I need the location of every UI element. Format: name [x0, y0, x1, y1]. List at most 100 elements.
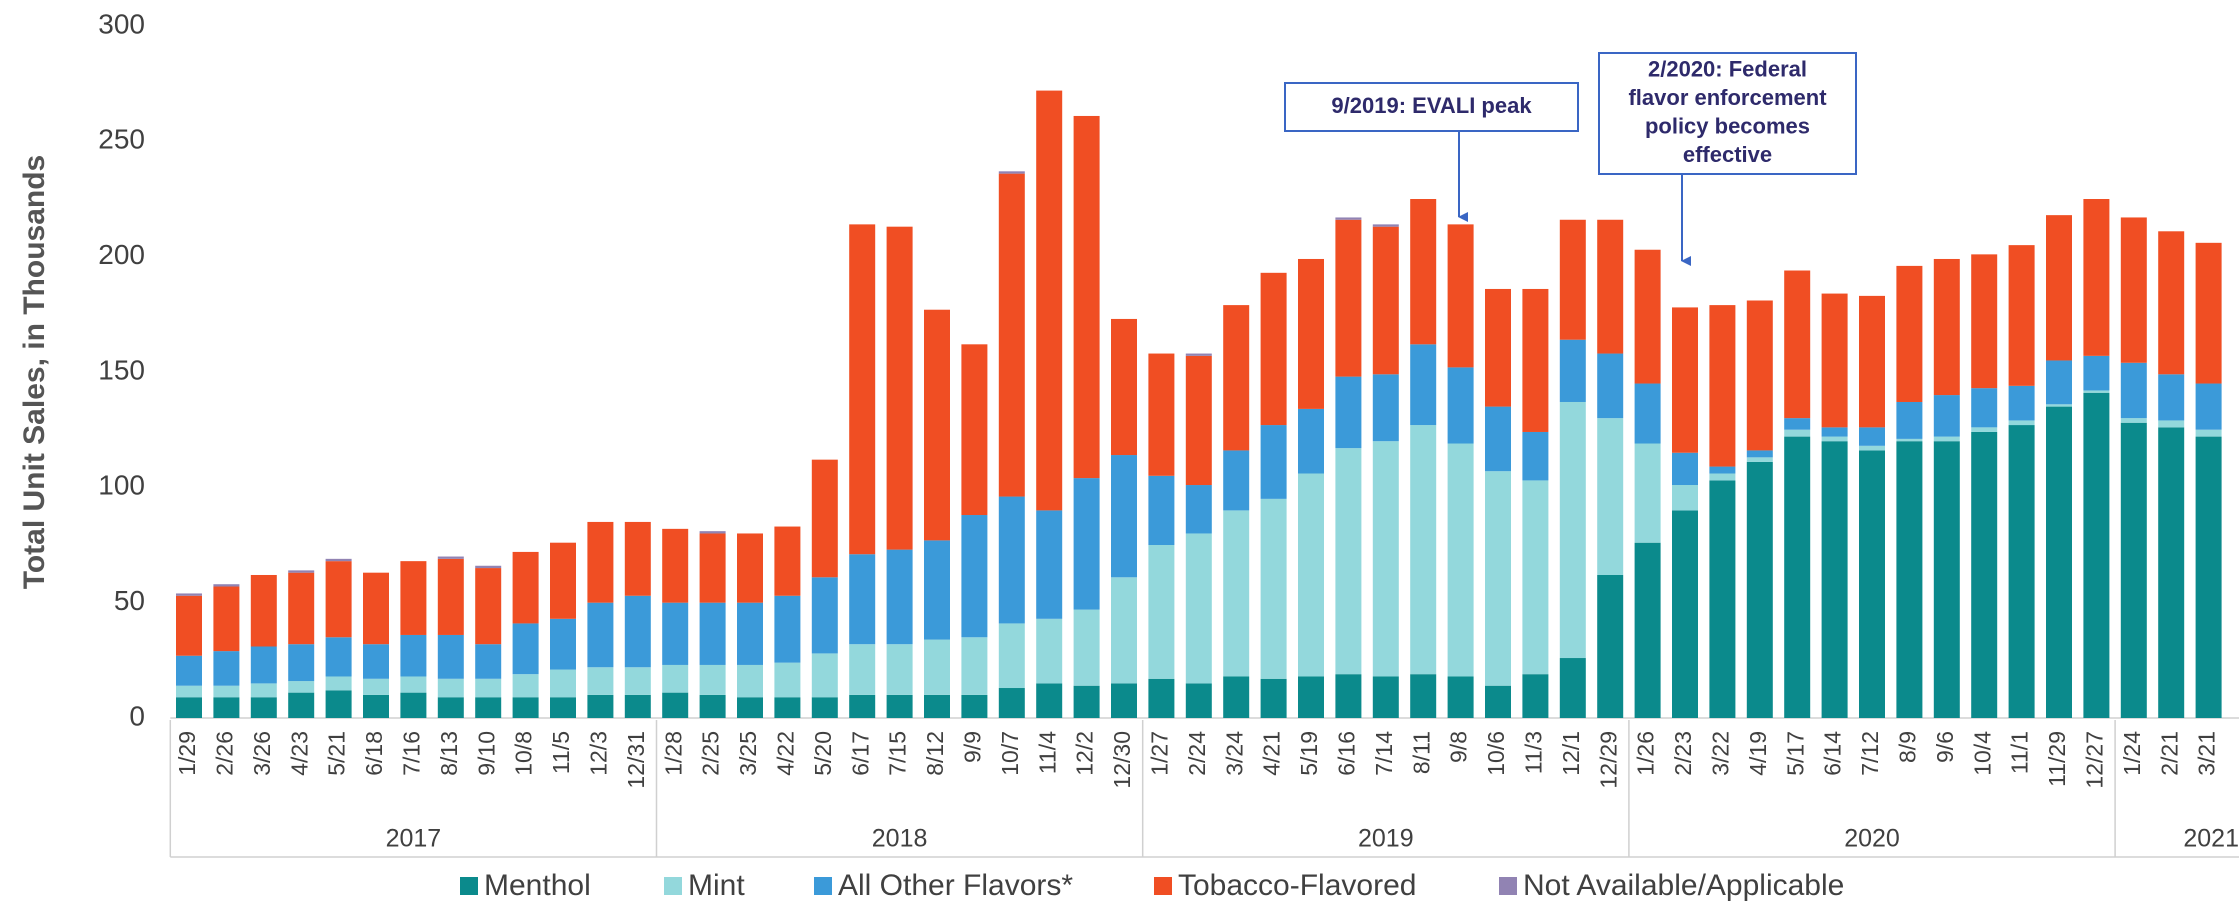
bar-segment: [550, 618, 576, 670]
x-tick-label: 11/3: [1520, 731, 1546, 774]
bar-segment: [1896, 401, 1923, 439]
bar-segment: [1859, 427, 1885, 446]
bar-segment: [512, 551, 539, 624]
group-label: 2018: [872, 825, 928, 853]
bar-segment: [288, 570, 315, 573]
x-tick-label: 2/24: [1184, 731, 1210, 776]
x-tick-label: 7/15: [885, 731, 911, 776]
bar-segment: [1372, 224, 1399, 227]
bar-segment: [325, 637, 352, 677]
bar-segment: [2158, 420, 2185, 428]
bar-segment: [176, 697, 202, 718]
bar-segment: [1896, 265, 1923, 402]
group-label: 2019: [1358, 825, 1414, 853]
bar-segment: [1485, 471, 1511, 686]
bar-segment: [2158, 427, 2185, 718]
bar-segment: [1634, 383, 1661, 444]
group-label: 2020: [1844, 825, 1900, 853]
bar-segment: [325, 561, 352, 638]
bar-segment: [998, 173, 1025, 497]
bar-segment: [1672, 485, 1698, 511]
bar-segment: [1821, 427, 1848, 437]
x-tick-label: 12/2: [1072, 731, 1098, 776]
bar-segment: [400, 561, 427, 635]
bar-segment: [475, 568, 502, 645]
bar-segment: [1597, 219, 1624, 354]
bar-segment: [998, 171, 1025, 174]
bar-segment: [475, 678, 502, 698]
bar-segment: [699, 602, 726, 665]
bar-segment: [176, 655, 202, 686]
bar-segment: [1859, 450, 1885, 718]
annotation-text: flavor enforcement: [1628, 85, 1827, 110]
bar-segment: [1784, 429, 1811, 437]
bar-segment: [699, 694, 726, 718]
bar-segment: [2046, 404, 2072, 407]
bar-segment: [250, 574, 277, 647]
bar-segment: [886, 694, 913, 718]
bar-segment: [288, 692, 315, 718]
x-tick-label: 8/13: [436, 731, 462, 776]
x-tick-label: 1/24: [2119, 731, 2145, 776]
legend-label: Mint: [688, 869, 745, 902]
bar-segment: [624, 694, 651, 718]
bar-segment: [811, 459, 838, 578]
y-tick-label: 100: [98, 470, 145, 501]
bar-segment: [1672, 510, 1698, 718]
bar-segment: [176, 685, 202, 698]
bar-segment: [1933, 441, 1960, 718]
bar-segment: [213, 685, 240, 698]
annotation-text: effective: [1683, 142, 1772, 167]
bar-segment: [1260, 498, 1287, 679]
bar-segment: [213, 697, 240, 718]
bar-segment: [1859, 445, 1885, 451]
bar-segment: [550, 669, 576, 698]
bar-segment: [363, 694, 389, 718]
bar-segment: [1410, 674, 1437, 718]
bar-segment: [737, 602, 763, 665]
bar-segment: [587, 602, 614, 668]
bar-segment: [1522, 431, 1549, 481]
bar-segment: [1148, 545, 1175, 679]
bar-segment: [1335, 448, 1362, 675]
x-tick-label: 11/1: [2007, 731, 2033, 774]
x-tick-label: 9/10: [473, 731, 499, 776]
x-tick-label: 4/19: [1745, 731, 1771, 776]
x-tick-label: 12/30: [1109, 731, 1135, 789]
bar-segment: [1597, 574, 1624, 718]
x-tick-label: 6/16: [1333, 731, 1359, 776]
bar-segment: [400, 692, 427, 718]
bar-segment: [587, 521, 614, 603]
x-tick-label: 2/25: [698, 731, 724, 776]
bar-segment: [1111, 683, 1137, 718]
bar-segment: [1746, 461, 1773, 718]
bar-segment: [2083, 390, 2110, 393]
bar-segment: [1559, 339, 1586, 402]
bar-segment: [1335, 219, 1362, 377]
bar-segment: [1634, 542, 1661, 718]
bar-segment: [512, 674, 539, 698]
bar-segment: [2120, 418, 2147, 423]
bar-segment: [1821, 441, 1848, 718]
bar-segment: [2195, 383, 2222, 430]
x-tick-label: 7/14: [1371, 731, 1397, 776]
bar-segment: [2008, 245, 2035, 386]
x-tick-label: 12/31: [623, 731, 649, 789]
x-tick-label: 12/1: [1558, 731, 1584, 776]
x-tick-label: 10/8: [511, 731, 537, 776]
bar-segment: [1185, 353, 1212, 356]
bar-segment: [1111, 455, 1137, 578]
bar-segment: [250, 697, 277, 718]
bar-segment: [2008, 385, 2035, 421]
x-tick-label: 11/4: [1034, 731, 1060, 774]
bar-segment: [774, 595, 801, 663]
x-tick-label: 8/12: [922, 731, 948, 776]
x-tick-label: 1/27: [1146, 731, 1172, 776]
bar-segment: [1485, 288, 1511, 407]
x-tick-label: 2/26: [211, 731, 237, 776]
bar-segment: [325, 558, 352, 562]
x-tick-label: 1/28: [660, 731, 686, 776]
bar-segment: [849, 224, 876, 555]
bar-segment: [1148, 475, 1175, 545]
